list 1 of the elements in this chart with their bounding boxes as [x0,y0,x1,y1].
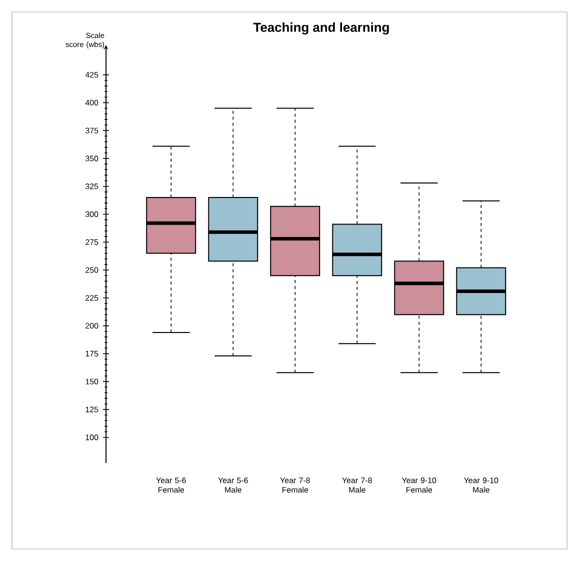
chart-title: Teaching and learning [253,22,389,35]
